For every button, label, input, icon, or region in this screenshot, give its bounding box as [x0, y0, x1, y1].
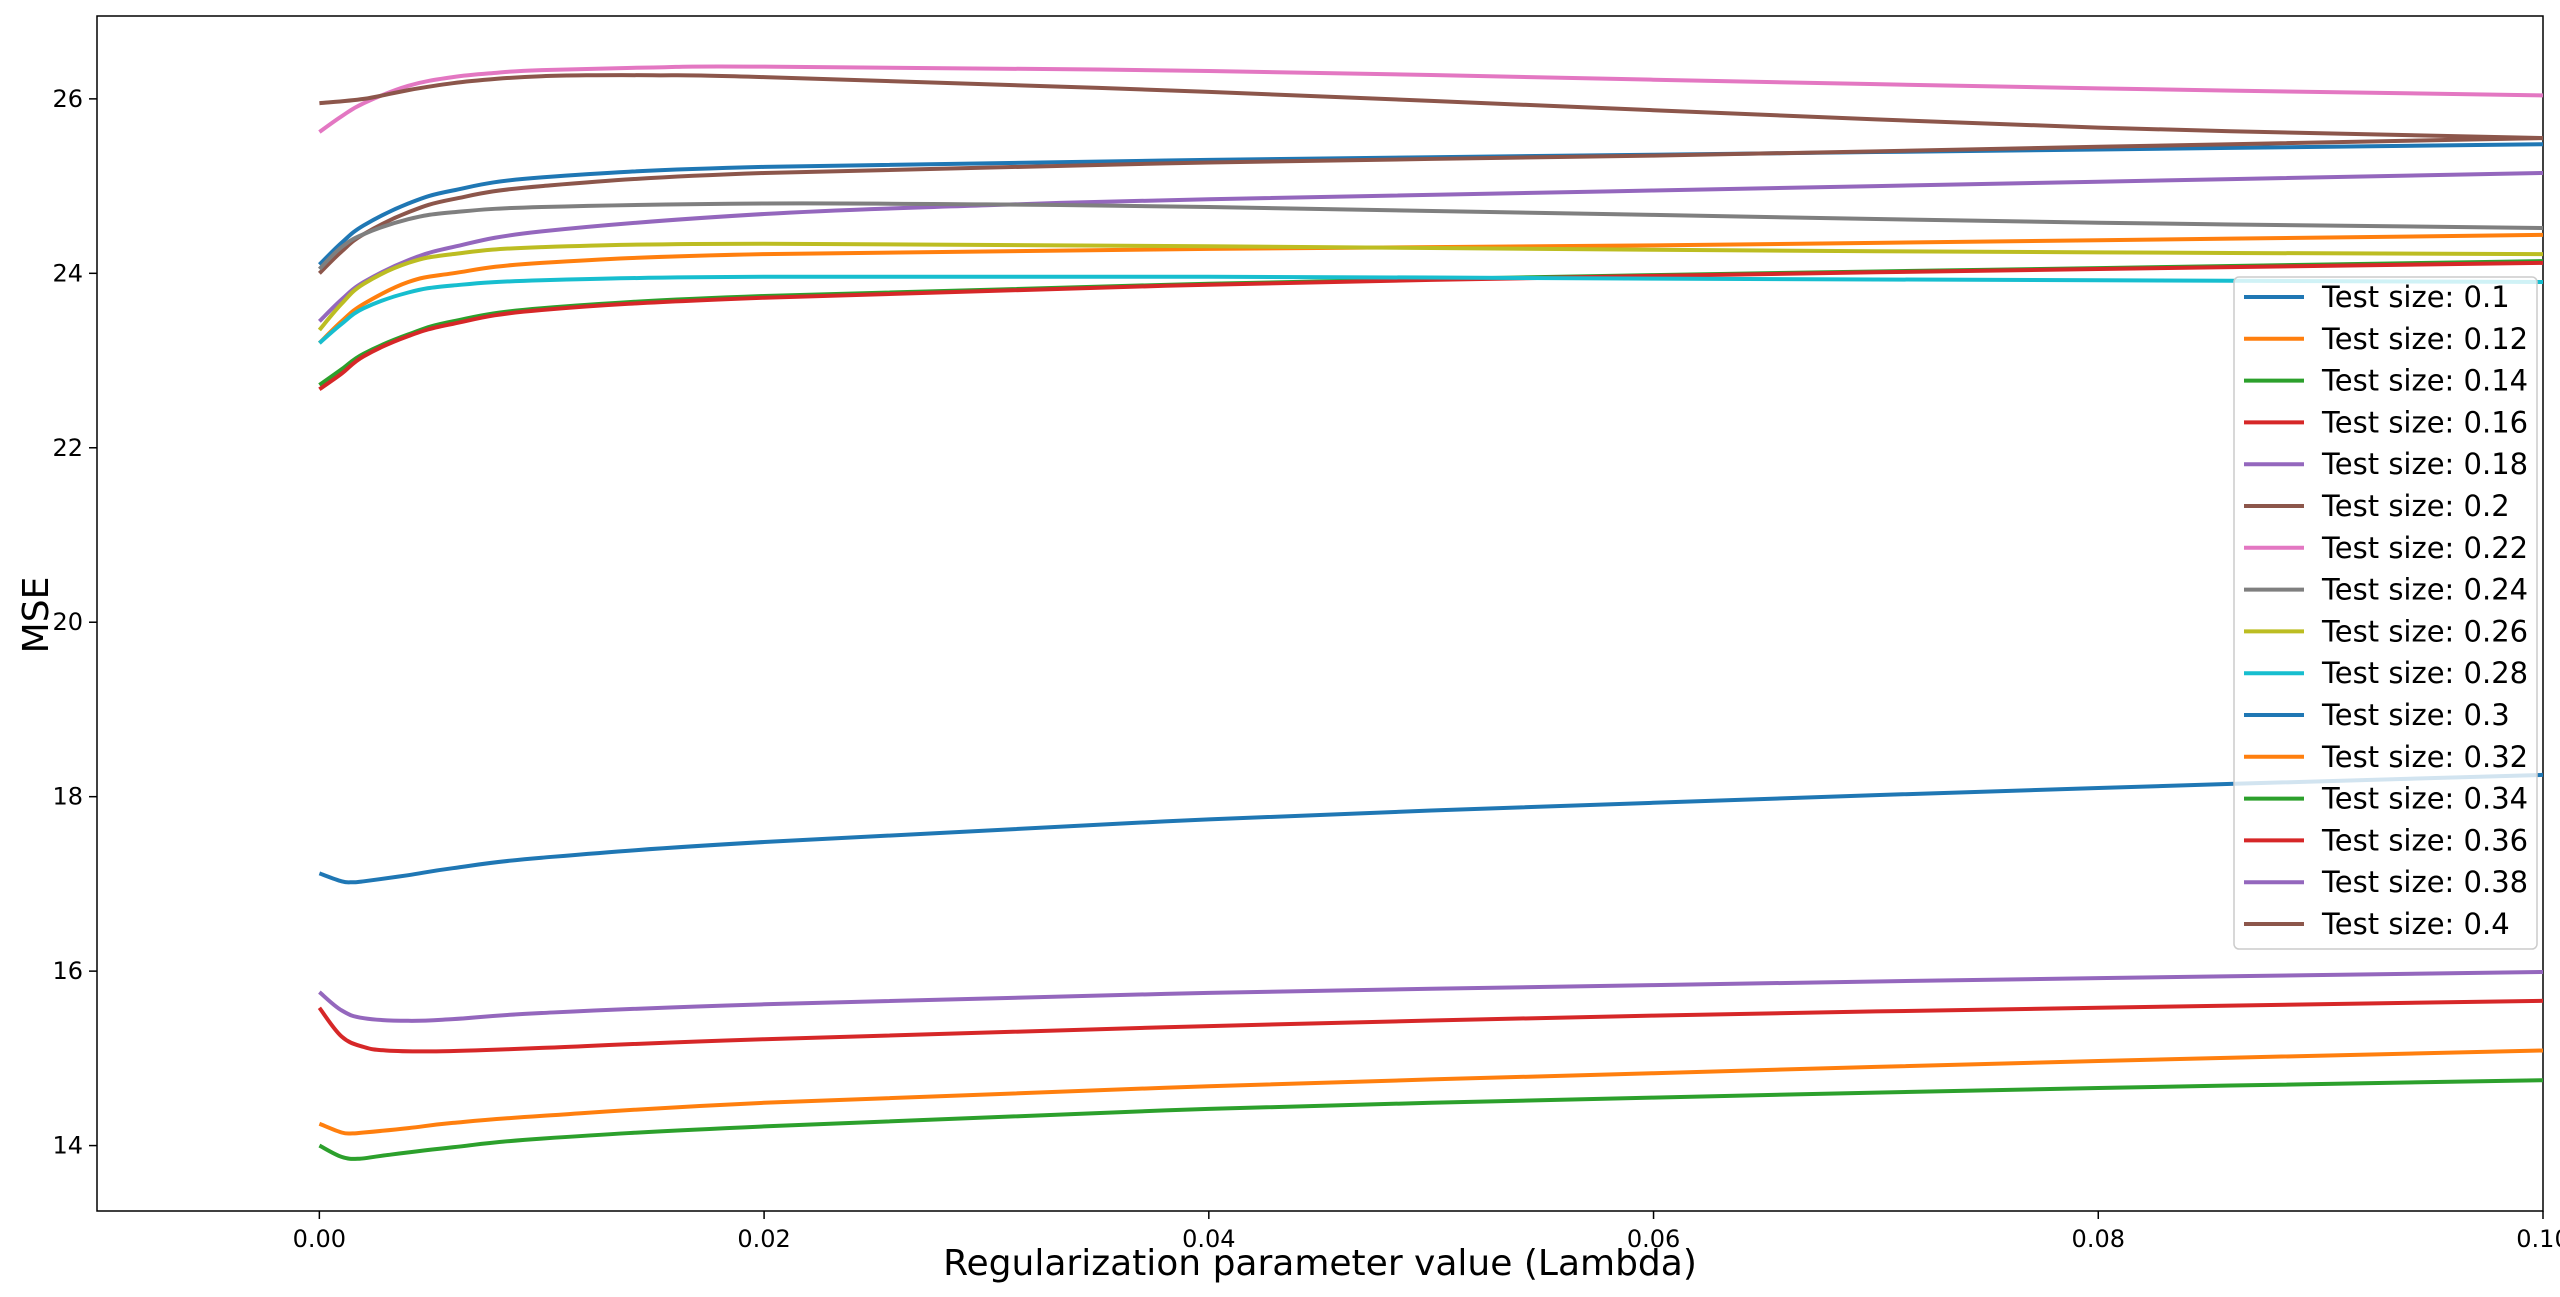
series-line-14 [317, 998, 2544, 1054]
x-axis-ticks: 0.00 0.02 0.04 0.06 0.08 0.10 [293, 1211, 2560, 1253]
series-line-1 [318, 142, 2544, 267]
series-line-2 [318, 232, 2544, 345]
y-tick-label: 18 [52, 783, 83, 811]
series-line-10 [318, 274, 2544, 345]
x-tick-label: 0.00 [293, 1225, 346, 1253]
series-line-16 [319, 73, 2544, 141]
legend-label-13: Test size: 0.34 [2321, 782, 2528, 816]
series-line-13 [318, 1078, 2544, 1161]
series-line-15 [318, 970, 2544, 1023]
y-tick-label: 20 [52, 608, 83, 636]
legend: Test size: 0.1 Test size: 0.12 Test size: … [2233, 276, 2538, 950]
x-axis-label: Regularization parameter value (Lambda) [943, 1243, 1697, 1284]
legend-box [2233, 276, 2538, 950]
legend-label-11: Test size: 0.3 [2321, 698, 2510, 732]
series-lines [317, 64, 2544, 1161]
series-line-7 [318, 64, 2544, 134]
legend-label-16: Test size: 0.4 [2321, 907, 2510, 941]
series-line-12 [318, 1048, 2544, 1136]
x-tick-label: 0.10 [2516, 1225, 2560, 1253]
series-line-4 [318, 260, 2544, 391]
legend-label-10: Test size: 0.28 [2321, 656, 2528, 690]
legend-label-9: Test size: 0.26 [2321, 614, 2528, 648]
legend-label-5: Test size: 0.18 [2321, 447, 2528, 481]
y-tick-label: 22 [52, 434, 83, 462]
series-line-11 [318, 772, 2544, 885]
legend-label-14: Test size: 0.36 [2321, 823, 2528, 857]
legend-label-3: Test size: 0.14 [2321, 364, 2528, 398]
legend-label-7: Test size: 0.22 [2321, 531, 2528, 565]
series-line-8 [317, 201, 2544, 271]
legend-label-6: Test size: 0.2 [2321, 489, 2510, 523]
legend-label-2: Test size: 0.12 [2321, 322, 2528, 356]
plot-area [96, 15, 2544, 1212]
legend-label-1: Test size: 0.1 [2321, 280, 2510, 314]
legend-label-12: Test size: 0.32 [2321, 740, 2528, 774]
y-axis-label: MSE [16, 577, 57, 654]
x-tick-label: 0.06 [1627, 1225, 1680, 1253]
y-tick-label: 14 [52, 1132, 83, 1160]
legend-label-8: Test size: 0.24 [2321, 573, 2528, 607]
y-tick-label: 26 [52, 85, 83, 113]
x-tick-label: 0.08 [2072, 1225, 2125, 1253]
x-tick-label: 0.04 [1182, 1225, 1235, 1253]
y-tick-label: 24 [52, 259, 83, 287]
series-line-9 [317, 241, 2544, 332]
series-line-6 [318, 136, 2544, 275]
y-tick-label: 16 [52, 957, 83, 985]
y-axis-ticks: 14 16 18 20 22 24 26 [52, 85, 97, 1160]
legend-label-15: Test size: 0.38 [2321, 865, 2528, 899]
legend-label-4: Test size: 0.16 [2321, 405, 2528, 439]
x-tick-label: 0.02 [737, 1225, 790, 1253]
